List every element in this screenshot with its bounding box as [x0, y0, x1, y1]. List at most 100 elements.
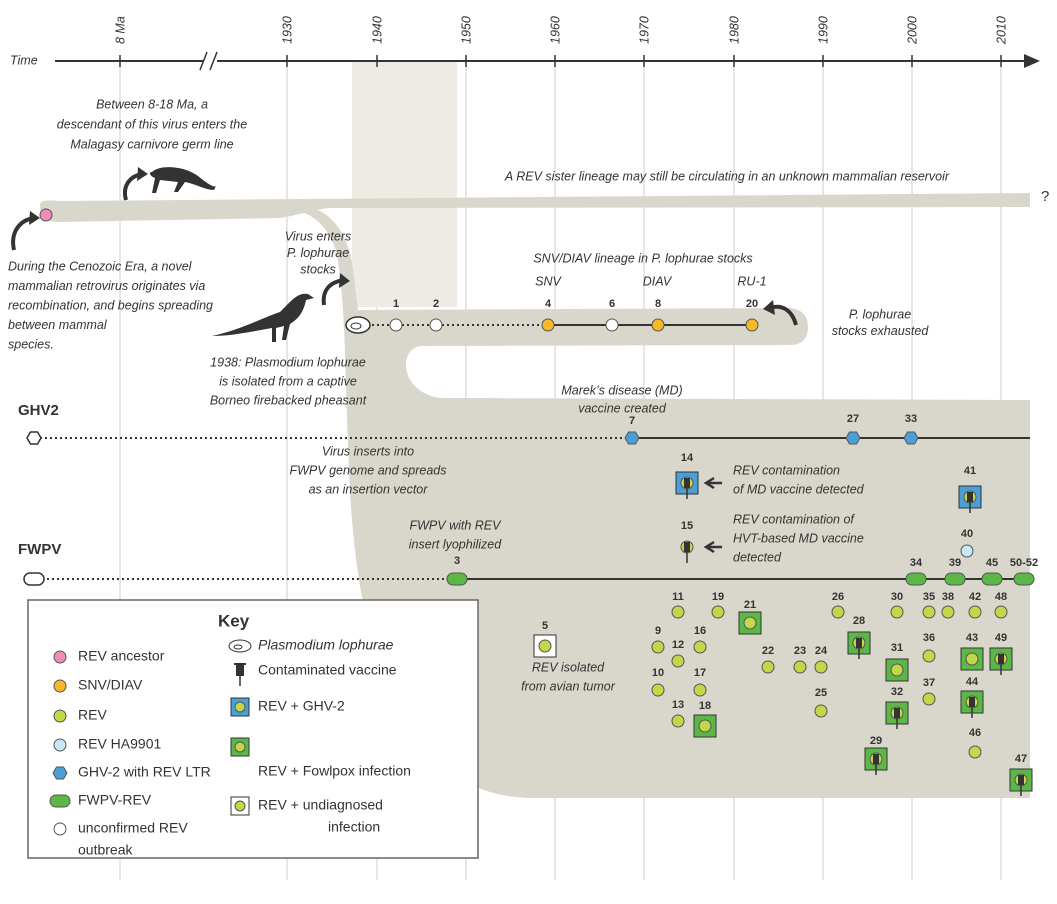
syringe-icon: [684, 542, 690, 552]
node-marker: [652, 319, 664, 331]
key-symbol: [229, 640, 251, 652]
annotation: descendant of this virus enters the: [57, 117, 247, 131]
node-label: 44: [966, 676, 979, 688]
time-tick-label: 1990: [816, 16, 830, 44]
node-label: 1: [393, 298, 399, 310]
node-label: 8: [655, 298, 661, 310]
node-label: 42: [969, 591, 981, 603]
node-marker: [923, 693, 935, 705]
annotation: FWPV genome and spreads: [289, 463, 446, 477]
time-tick-label: 1950: [459, 16, 473, 44]
rev-ancestor: [40, 209, 52, 221]
annotation: REV isolated: [532, 660, 605, 674]
node-marker: [982, 573, 1002, 585]
node-marker: [539, 640, 551, 652]
plasmodium-icon: [346, 317, 370, 333]
annotation: REV contamination: [733, 463, 840, 477]
highlight-band: [352, 62, 457, 307]
node-label: 13: [672, 699, 684, 711]
time-tick-label: 2010: [994, 16, 1008, 45]
node-marker: [942, 606, 954, 618]
annotation: stocks: [300, 262, 335, 276]
node-marker: [390, 319, 402, 331]
ghv2-label: GHV2: [18, 402, 59, 419]
key-label: unconfirmed REV: [78, 820, 188, 836]
time-tick-label: 2000: [905, 16, 919, 45]
annotation: insert lyophilized: [409, 537, 502, 551]
node-label: 39: [949, 557, 961, 569]
node-label: 40: [961, 528, 973, 540]
annotation: Malagasy carnivore germ line: [70, 137, 233, 151]
node-label: 26: [832, 591, 844, 603]
node-label: 35: [923, 591, 935, 603]
node-marker: [969, 606, 981, 618]
node-label: 28: [853, 615, 865, 627]
axis-arrow: [1024, 54, 1040, 68]
syringe-icon: [1018, 775, 1024, 785]
node-marker: [672, 606, 684, 618]
key-label: REV + GHV-2: [258, 698, 345, 714]
time-tick-label: 1940: [370, 16, 384, 44]
node-label: 36: [923, 632, 935, 644]
annotation: detected: [733, 550, 782, 564]
node-marker: [846, 432, 860, 444]
annotation: 1938: Plasmodium lophurae: [210, 355, 366, 369]
node-label: 29: [870, 735, 882, 747]
key-symbol: [231, 698, 249, 716]
node-label: 2: [433, 298, 439, 310]
node-label: 10: [652, 667, 664, 679]
time-tick-label: 8 Ma: [113, 16, 127, 44]
annotation: Borneo firebacked pheasant: [210, 393, 367, 407]
node-label: 9: [655, 625, 661, 637]
node-label: 31: [891, 642, 903, 654]
key-label: REV + Fowlpox infection: [258, 763, 411, 779]
node-label: 11: [672, 591, 684, 603]
fwpv-label: FWPV: [18, 541, 61, 558]
node-marker: [672, 715, 684, 727]
annotation: DIAV: [643, 274, 673, 288]
arrowhead: [137, 167, 148, 181]
key-label: GHV-2 with REV LTR: [78, 764, 211, 780]
syringe-icon: [894, 708, 900, 718]
annotation: as an insertion vector: [309, 482, 429, 496]
node-marker: [447, 573, 467, 585]
key-label: REV: [78, 707, 107, 723]
key-label: Plasmodium lophurae: [258, 637, 394, 653]
node-marker: [625, 432, 639, 444]
annotation: FWPV with REV: [410, 518, 503, 532]
node-marker: [762, 661, 774, 673]
syringe-icon: [967, 492, 973, 502]
node-marker: [904, 432, 918, 444]
node-label: 38: [942, 591, 954, 603]
key-label: infection: [328, 819, 380, 835]
node-marker: [961, 545, 973, 557]
annotation: A REV sister lineage may still be circul…: [504, 169, 950, 183]
syringe-icon: [873, 754, 879, 764]
node-marker: [969, 746, 981, 758]
node-label: 19: [712, 591, 724, 603]
key-label: SNV/DIAV: [78, 677, 143, 693]
node-label: 47: [1015, 753, 1027, 765]
node-label: 34: [910, 557, 923, 569]
node-marker: [995, 606, 1007, 618]
node-label: 32: [891, 686, 903, 698]
node-marker: [542, 319, 554, 331]
node-marker: [891, 606, 903, 618]
node-marker: [1014, 573, 1034, 585]
node-label: 33: [905, 413, 917, 425]
annotation: from avian tumor: [521, 679, 616, 693]
annotation: Virus inserts into: [322, 444, 414, 458]
fwpv-start: [24, 573, 44, 585]
annotation: P. lophurae: [849, 307, 911, 321]
time-tick-label: 1930: [280, 16, 294, 44]
node-marker: [923, 650, 935, 662]
key-label: REV ancestor: [78, 648, 165, 664]
annotation: REV contamination of: [733, 512, 855, 526]
time-tick-label: 1970: [637, 16, 651, 44]
annotation: Between 8-18 Ma, a: [96, 97, 208, 111]
node-label: 7: [629, 415, 635, 427]
node-label: 41: [964, 465, 976, 477]
node-label: 18: [699, 700, 711, 712]
node-label: 24: [815, 645, 828, 657]
node-marker: [923, 606, 935, 618]
